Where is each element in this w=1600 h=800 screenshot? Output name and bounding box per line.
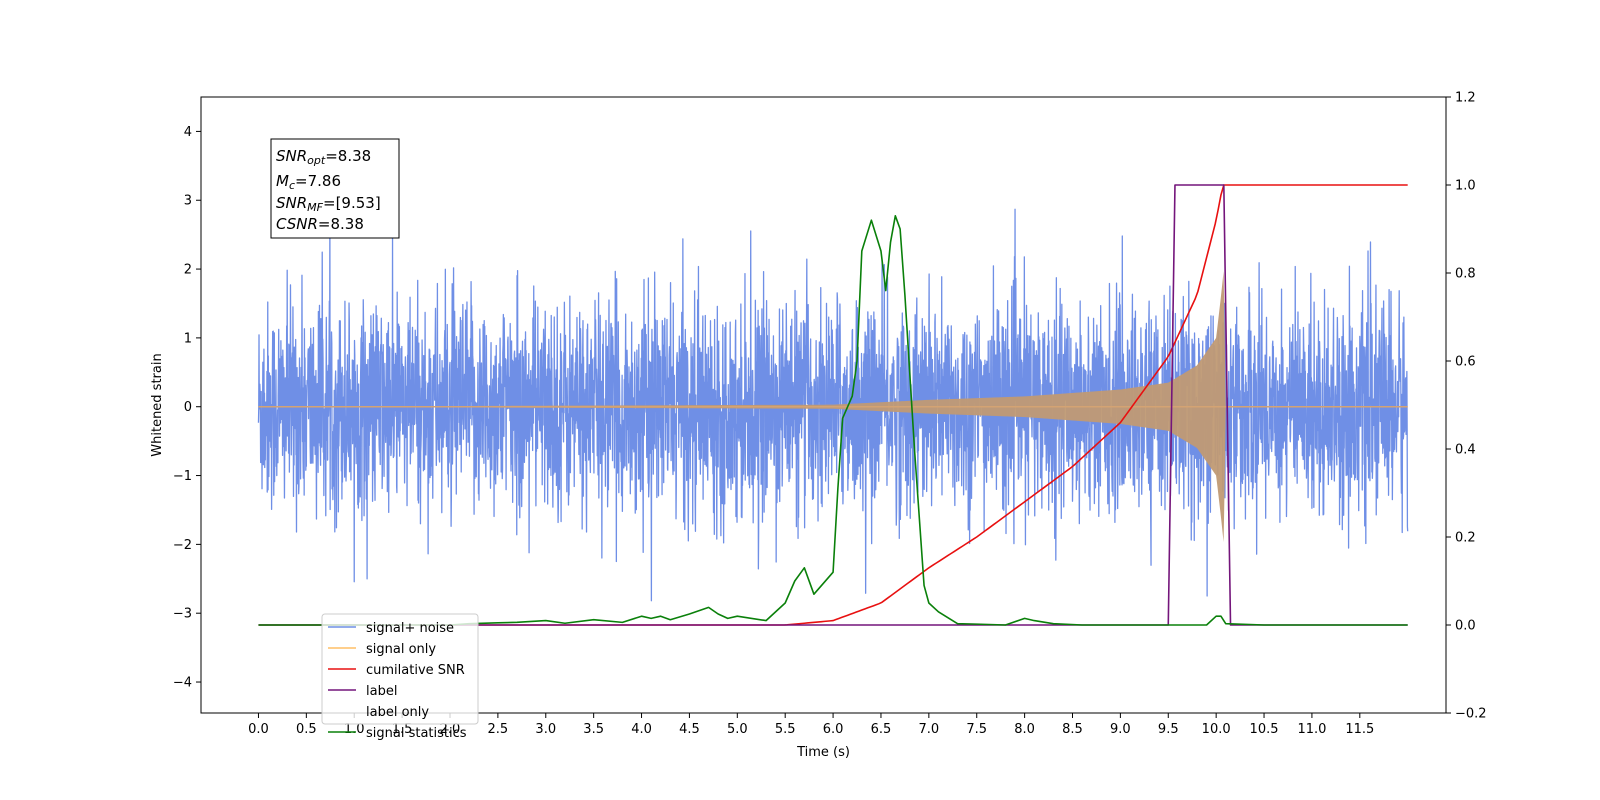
annotation-csnr: CSNR=8.38 — [276, 215, 364, 233]
x-tick-label: 10.5 — [1250, 722, 1279, 737]
y2-tick-label: 0.8 — [1455, 267, 1476, 282]
y-tick-label: −1 — [173, 469, 192, 484]
annotation-snr-opt: SNRopt=8.38 — [276, 147, 371, 167]
y-tick-label: −4 — [173, 676, 192, 691]
x-tick-label: 2.0 — [440, 722, 461, 737]
legend-entry: cumilative SNR — [366, 663, 465, 678]
legend-entry: signal statistics — [366, 726, 467, 741]
x-tick-label: 11.5 — [1345, 722, 1374, 737]
x-tick-label: 8.0 — [1014, 722, 1035, 737]
axes-frame — [200, 96, 1447, 714]
y2-tick-label: 0.4 — [1455, 443, 1476, 458]
y2-tick-label: 0.2 — [1455, 531, 1476, 546]
y-tick-label: 4 — [184, 125, 192, 140]
x-tick-label: 5.5 — [775, 722, 796, 737]
legend-entry: signal+ noise — [366, 621, 454, 636]
annotation-mc: Mc=7.86 — [276, 172, 341, 192]
x-tick-label: 4.5 — [679, 722, 700, 737]
y-tick-label: 0 — [184, 400, 192, 415]
x-axis-label: Time (s) — [796, 745, 850, 760]
y2-tick-label: 1.2 — [1455, 91, 1476, 106]
y-tick-label: 3 — [184, 194, 192, 209]
x-tick-label: 6.5 — [871, 722, 892, 737]
y-tick-label: −2 — [173, 538, 192, 553]
y2-tick-label: −0.2 — [1455, 707, 1487, 722]
x-tick-label: 2.5 — [488, 722, 509, 737]
plot-area — [257, 184, 1409, 626]
x-tick-label: 9.5 — [1158, 722, 1179, 737]
x-tick-label: 4.0 — [631, 722, 652, 737]
annotation-frame — [270, 138, 400, 239]
x-tick-label: 3.5 — [583, 722, 604, 737]
x-tick-label: 7.0 — [919, 722, 940, 737]
x-tick-label: 0.0 — [248, 722, 269, 737]
x-tick-label: 8.5 — [1062, 722, 1083, 737]
y-axis-label: Whitened strain — [150, 353, 165, 456]
legend: signal+ noise signal only cumilative SNR la… — [321, 613, 479, 741]
x-tick-label: 11.0 — [1297, 722, 1326, 737]
legend-entry: label — [366, 684, 397, 699]
y-tick-label: 1 — [184, 331, 192, 346]
x-tick-label: 1.5 — [392, 722, 413, 737]
series-signal-statistics — [258, 215, 1408, 626]
legend-entry: signal only — [366, 642, 436, 657]
x-tick-label: 9.0 — [1110, 722, 1131, 737]
x-tick-label: 6.0 — [823, 722, 844, 737]
x-tick-label: 7.5 — [966, 722, 987, 737]
y2-tick-label: 0.6 — [1455, 355, 1476, 370]
annotation-snr-mf: SNRMF=[9.53] — [276, 194, 381, 214]
x-tick-label: 1.0 — [344, 722, 365, 737]
y-tick-label: 2 — [184, 263, 192, 278]
legend-entry: label only — [366, 705, 429, 720]
legend-frame — [321, 613, 479, 725]
x-tick-label: 3.0 — [535, 722, 556, 737]
y-tick-label: −3 — [173, 607, 192, 622]
x-tick-label: 10.0 — [1202, 722, 1231, 737]
x-tick-label: 0.5 — [296, 722, 317, 737]
x-tick-label: 5.0 — [727, 722, 748, 737]
y2-tick-label: 1.0 — [1455, 179, 1476, 194]
y2-tick-label: 0.0 — [1455, 619, 1476, 634]
